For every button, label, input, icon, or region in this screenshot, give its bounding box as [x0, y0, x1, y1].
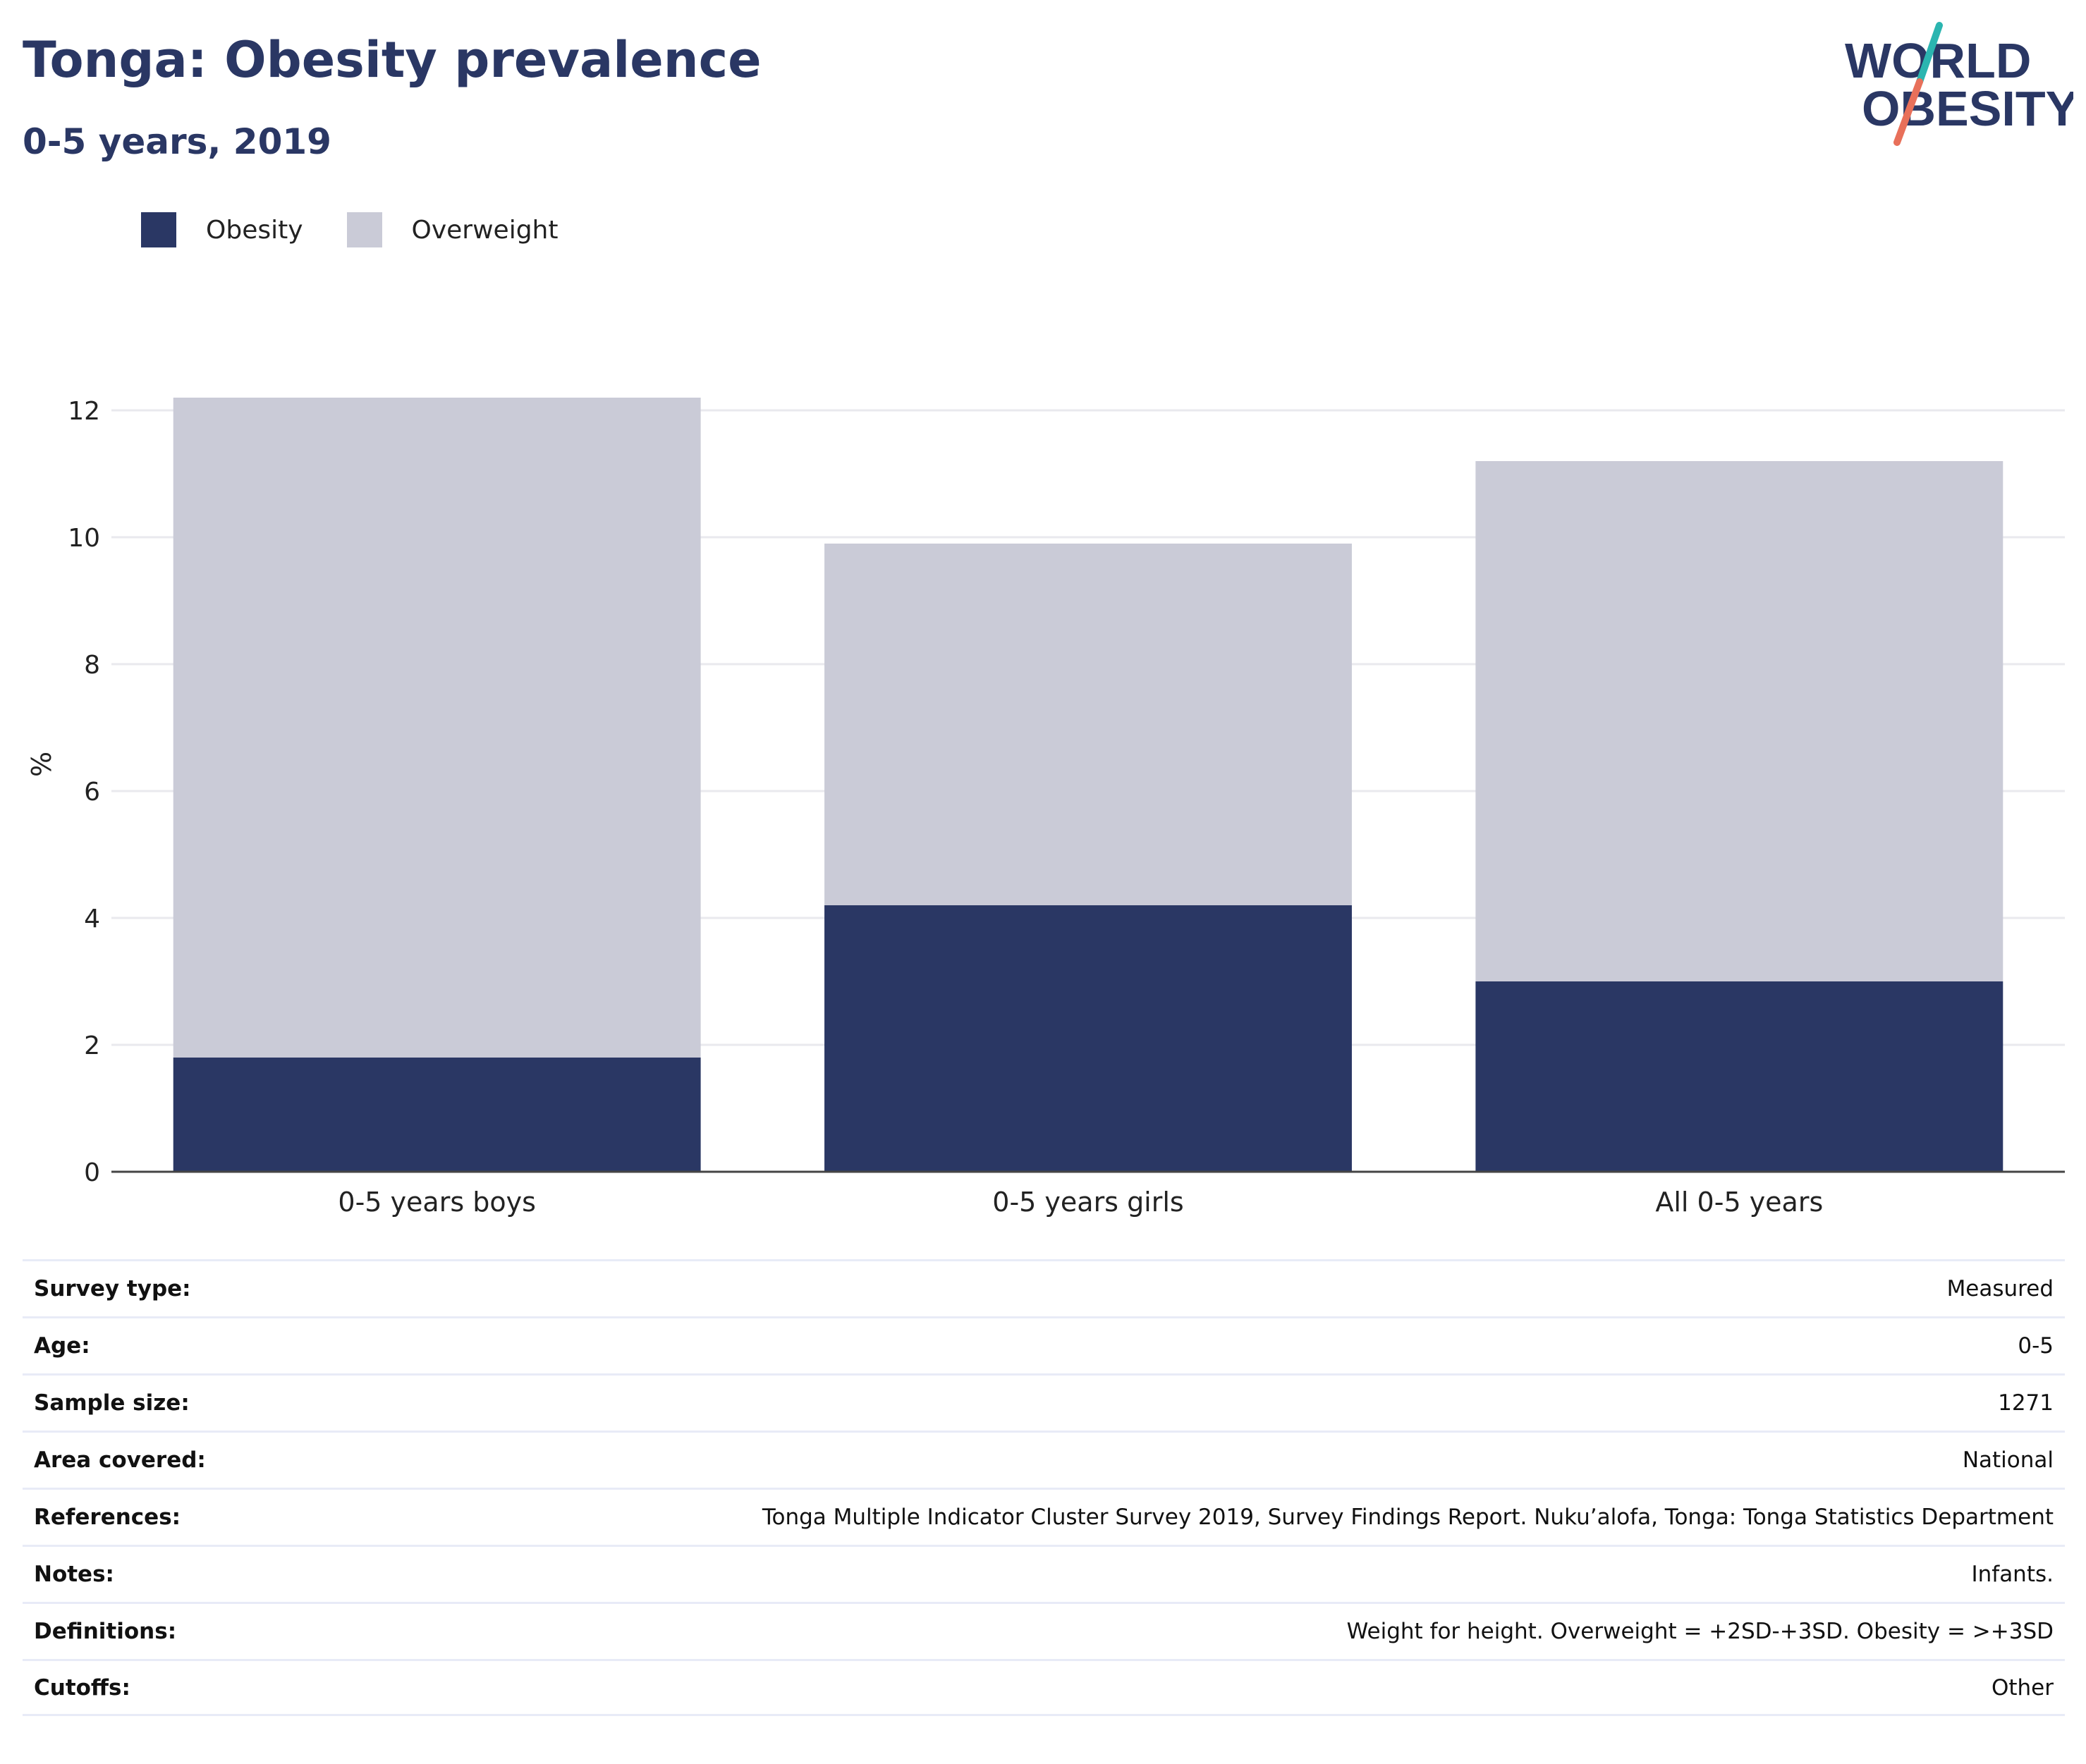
meta-row-notes: Notes: Infants.	[23, 1545, 2065, 1602]
legend-swatch-obesity	[141, 212, 176, 247]
bar-obesity-girls[interactable]	[824, 905, 1352, 1172]
legend-item-obesity[interactable]: Obesity	[141, 212, 303, 247]
meta-row-age: Age: 0-5	[23, 1316, 2065, 1373]
bar-chart: 0 2 4 6 8 10 12 0-5 years boys 0-5 years girls A…	[26, 397, 2065, 1218]
bar-overweight-all[interactable]	[1475, 461, 2003, 981]
legend-label-obesity: Obesity	[206, 215, 303, 245]
meta-row-references: References: Tonga Multiple Indicator Clu…	[23, 1488, 2065, 1545]
bar-obesity-boys[interactable]	[173, 1058, 701, 1172]
legend-label-overweight: Overweight	[411, 215, 559, 245]
x-tick-label-all: All 0-5 years	[1655, 1187, 1823, 1218]
logo-word-obesity: OBESITY	[1862, 81, 2073, 136]
bar-overweight-boys[interactable]	[173, 398, 701, 1058]
meta-value: National	[1962, 1447, 2054, 1473]
y-tick-label-0: 0	[84, 1158, 100, 1187]
chart-title: Tonga: Obesity prevalence	[23, 31, 762, 89]
logo-word-world: WORLD	[1845, 33, 2031, 88]
meta-key: Age:	[34, 1333, 90, 1359]
y-tick-label-2: 2	[84, 1031, 100, 1060]
bar-obesity-all[interactable]	[1475, 981, 2003, 1172]
chart-legend: Obesity Overweight	[141, 209, 602, 251]
meta-value: Tonga Multiple Indicator Cluster Survey …	[762, 1505, 2054, 1530]
meta-value: Other	[1991, 1674, 2054, 1701]
meta-key: Cutoffs:	[34, 1674, 130, 1701]
bar-overweight-girls[interactable]	[824, 544, 1352, 905]
chart-subtitle: 0-5 years, 2019	[23, 121, 331, 162]
meta-key: Notes:	[34, 1562, 114, 1587]
meta-row-survey-type: Survey type: Measured	[23, 1259, 2065, 1316]
meta-row-area-covered: Area covered: National	[23, 1431, 2065, 1488]
x-axis-ticks: 0-5 years boys 0-5 years girls All 0-5 yea…	[338, 1187, 1823, 1218]
y-tick-label-4: 4	[84, 905, 100, 933]
meta-row-cutoffs: Cutoffs: Other	[23, 1659, 2065, 1716]
y-tick-label-10: 10	[68, 524, 100, 553]
logo-slash-bottom	[1893, 78, 1923, 146]
legend-item-overweight[interactable]: Overweight	[346, 212, 559, 247]
x-tick-label-boys: 0-5 years boys	[338, 1187, 535, 1218]
legend-swatch-overweight	[346, 212, 382, 247]
bars	[173, 398, 2003, 1172]
meta-row-sample-size: Sample size: 1271	[23, 1373, 2065, 1431]
survey-metadata-table: Survey type: Measured Age: 0-5 Sample si…	[23, 1259, 2065, 1716]
meta-value: Measured	[1946, 1276, 2054, 1301]
meta-value: Weight for height. Overweight = +2SD-+3S…	[1346, 1619, 2054, 1644]
meta-value: 1271	[1998, 1390, 2054, 1416]
meta-value: 0-5	[2018, 1333, 2054, 1359]
meta-row-definitions: Definitions: Weight for height. Overweig…	[23, 1602, 2065, 1659]
x-tick-label-girls: 0-5 years girls	[992, 1187, 1183, 1218]
meta-key: Area covered:	[34, 1447, 206, 1473]
y-tick-label-12: 12	[68, 397, 100, 426]
meta-key: Survey type:	[34, 1276, 191, 1301]
meta-key: Definitions:	[34, 1619, 177, 1644]
y-axis-label: %	[26, 752, 57, 777]
y-tick-label-6: 6	[84, 778, 100, 807]
y-axis-ticks: 0 2 4 6 8 10 12	[68, 397, 100, 1187]
meta-key: Sample size:	[34, 1390, 190, 1416]
y-tick-label-8: 8	[84, 651, 100, 680]
meta-key: References:	[34, 1505, 181, 1530]
logo-slash-top	[1916, 22, 1943, 85]
world-obesity-logo: WORLD OBESITY	[1845, 22, 2073, 146]
meta-value: Infants.	[1971, 1562, 2054, 1587]
